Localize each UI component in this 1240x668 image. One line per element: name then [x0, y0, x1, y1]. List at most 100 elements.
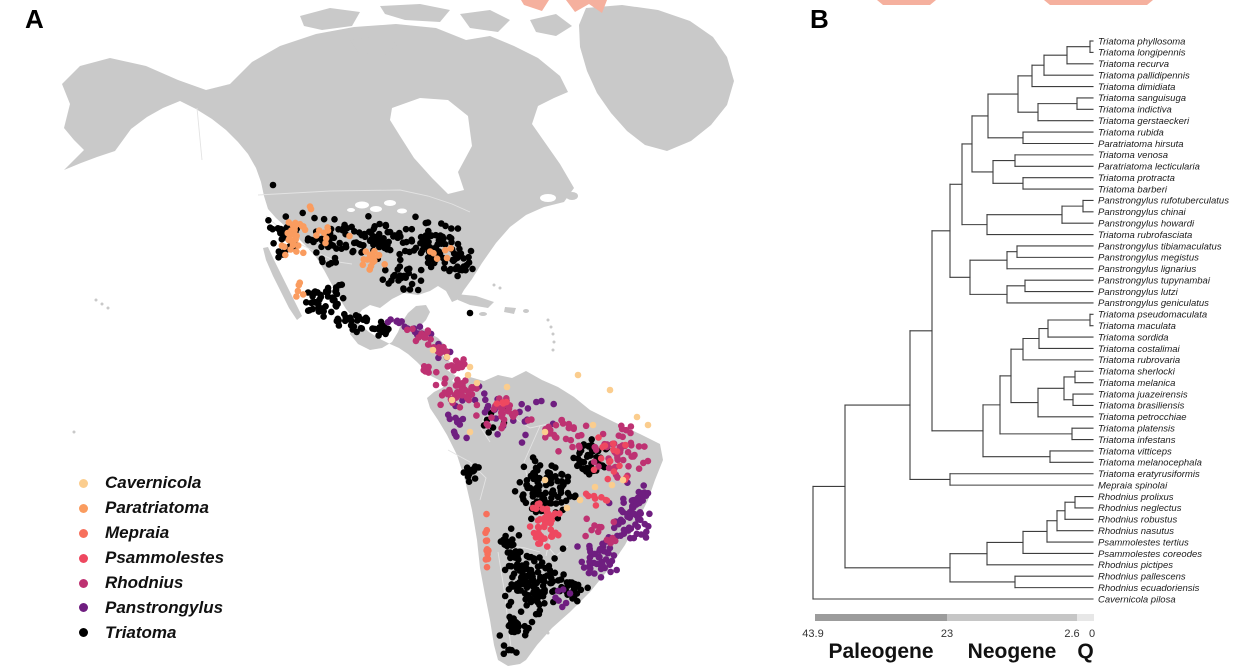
occurrence-dot-triatoma — [507, 554, 514, 562]
occurrence-dot-triatoma — [523, 582, 530, 590]
occurrence-dot-cavernicola — [503, 383, 511, 391]
occurrence-dot-triatoma — [353, 328, 361, 336]
occurrence-dot-rhodnius — [421, 334, 428, 341]
occurrence-dot-triatoma — [508, 581, 515, 588]
legend-item: Psammolestes — [79, 546, 224, 571]
tree-tip-label: Triatoma venosa — [1098, 150, 1168, 161]
tree-tip-label: Triatoma barberi — [1098, 184, 1168, 195]
occurrence-dot-rhodnius — [614, 454, 621, 462]
occurrence-dot-triatoma — [507, 598, 515, 606]
legend-swatch-paratriatoma — [79, 503, 88, 513]
occurrence-dot-panstrongylus — [554, 587, 562, 595]
occurrence-dot-triatoma — [537, 589, 544, 596]
occurrence-dot-paratriatoma — [367, 262, 375, 270]
occurrence-dot-triatoma — [554, 493, 562, 501]
occurrence-dot-rhodnius — [424, 328, 432, 336]
occurrence-dot-rhodnius — [528, 416, 535, 423]
occurrence-dot-psammolestes — [539, 505, 546, 512]
occurrence-dot-triatoma — [552, 500, 560, 507]
occurrence-dot-rhodnius — [504, 407, 512, 415]
occurrence-dot-cavernicola — [606, 386, 614, 394]
occurrence-dot-triatoma — [386, 228, 394, 236]
occurrence-dot-rhodnius — [603, 536, 611, 544]
occurrence-dot-triatoma — [382, 222, 390, 230]
occurrence-dot-triatoma — [276, 227, 284, 234]
occurrence-dot-triatoma — [506, 621, 514, 628]
occurrence-dot-cavernicola — [633, 413, 641, 421]
occurrence-dot-triatoma — [507, 525, 515, 532]
occurrence-dot-panstrongylus — [552, 594, 559, 601]
occurrence-dot-panstrongylus — [631, 496, 638, 504]
occurrence-dot-triatoma — [515, 532, 523, 539]
legend-swatch-panstrongylus — [79, 603, 88, 613]
occurrence-dot-rhodnius — [499, 405, 506, 413]
occurrence-dot-rhodnius — [609, 534, 616, 542]
occurrence-dot-triatoma — [516, 479, 524, 486]
occurrence-dot-triatoma — [456, 250, 464, 258]
occurrence-dot-triatoma — [397, 256, 404, 264]
occurrence-dot-triatoma — [410, 273, 418, 280]
occurrence-dot-triatoma — [442, 222, 449, 230]
occurrence-dot-triatoma — [333, 317, 341, 325]
tree-tip-label: Triatoma pallidipennis — [1098, 71, 1190, 82]
occurrence-dot-triatoma — [454, 225, 462, 232]
occurrence-dot-cavernicola — [448, 396, 456, 404]
occurrence-dot-triatoma — [282, 213, 290, 220]
occurrence-dot-triatoma — [412, 213, 419, 221]
occurrence-dot-paratriatoma — [381, 261, 389, 268]
occurrence-dot-panstrongylus — [518, 400, 525, 408]
tree-tip-label: Triatoma dimidiata — [1098, 82, 1175, 93]
occurrence-dot-psammolestes — [613, 448, 621, 455]
occurrence-dot-triatoma — [566, 579, 573, 586]
occurrence-dot-triatoma — [525, 573, 533, 580]
occurrence-dot-rhodnius — [444, 363, 452, 370]
occurrence-dot-triatoma — [508, 542, 515, 549]
occurrence-dot-triatoma — [501, 592, 509, 600]
occurrence-dot-triatoma — [523, 602, 530, 609]
occurrence-dot-psammolestes — [609, 440, 617, 448]
occurrence-dot-paratriatoma — [281, 243, 288, 251]
timescale-tick-label: 43.9 — [802, 628, 823, 640]
legend-label: Cavernicola — [105, 473, 202, 493]
occurrence-dot-psammolestes — [548, 531, 556, 539]
occurrence-dot-panstrongylus — [574, 543, 581, 550]
occurrence-dot-rhodnius — [424, 341, 432, 348]
occurrence-dot-triatoma — [546, 566, 554, 574]
occurrence-dot-rhodnius — [427, 336, 435, 343]
occurrence-dot-triatoma — [341, 317, 349, 325]
occurrence-dot-triatoma — [320, 308, 328, 315]
occurrence-dot-panstrongylus — [562, 599, 570, 607]
occurrence-dot-triatoma — [376, 220, 383, 228]
tree-tip-label: Triatoma melanica — [1098, 378, 1175, 389]
occurrence-dot-psammolestes — [604, 475, 612, 483]
occurrence-dot-triatoma — [512, 619, 520, 626]
occurrence-dot-triatoma — [471, 475, 479, 482]
occurrence-dot-triatoma — [338, 281, 346, 289]
occurrence-dot-panstrongylus — [446, 415, 454, 423]
occurrence-dot-psammolestes — [543, 543, 551, 550]
occurrence-dot-triatoma — [583, 464, 591, 472]
occurrence-dot-rhodnius — [433, 368, 440, 376]
tree-tip-label: Panstrongylus tupynambai — [1098, 275, 1211, 286]
occurrence-dot-panstrongylus — [596, 553, 603, 561]
tree-tip-label: Rhodnius ecuadoriensis — [1098, 583, 1200, 594]
occurrence-dot-triatoma — [424, 219, 432, 226]
occurrence-dot-rhodnius — [578, 431, 585, 439]
tree-tip-label: Panstrongylus lignarius — [1098, 264, 1196, 275]
occurrence-dot-psammolestes — [610, 468, 618, 475]
occurrence-dot-cavernicola — [443, 353, 451, 361]
occurrence-dot-triatoma — [517, 608, 525, 615]
occurrence-dot-triatoma — [577, 458, 585, 465]
occurrence-dot-rhodnius — [437, 401, 444, 409]
occurrence-dot-panstrongylus — [630, 510, 638, 518]
occurrence-dot-triatoma — [588, 436, 595, 443]
occurrence-dot-triatoma — [515, 587, 522, 594]
occurrence-dot-paratriatoma — [322, 239, 329, 247]
tree-tip-label: Psammolestes tertius — [1098, 537, 1189, 548]
occurrence-dot-triatoma — [358, 325, 366, 332]
occurrence-dot-paratriatoma — [447, 245, 455, 252]
occurrence-dot-rhodnius — [590, 458, 598, 466]
legend-item: Cavernicola — [79, 471, 224, 496]
occurrence-dot-triatoma — [329, 294, 337, 301]
